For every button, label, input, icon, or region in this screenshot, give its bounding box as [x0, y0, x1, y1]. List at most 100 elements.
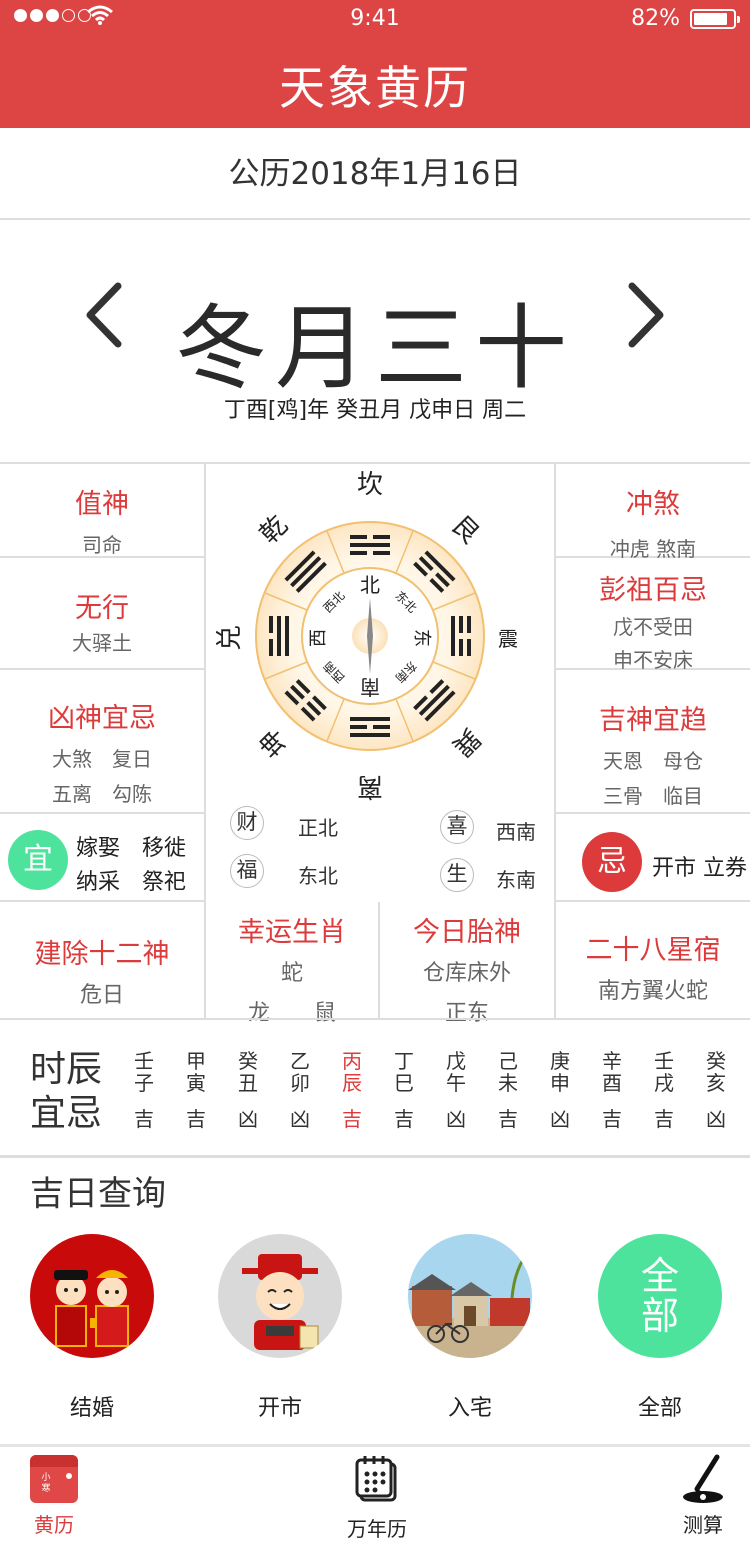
calendar-icon: 小寒	[30, 1455, 78, 1503]
zhishen-value: 司命	[82, 533, 122, 557]
shichen-section: 时辰 宜忌 壬子吉甲寅吉癸丑凶乙卯凶丙辰吉丁巳吉戊午凶己未吉庚申凶辛酉吉壬戌吉癸…	[0, 1018, 750, 1158]
jishen-cell[interactable]: 吉神宜趋 天恩 母仓 三骨 临目	[556, 670, 750, 814]
hour-luck: 吉	[342, 1107, 362, 1131]
hour-item[interactable]: 庚申凶	[540, 1050, 580, 1130]
hour-item[interactable]: 乙卯凶	[280, 1050, 320, 1130]
jiri-business-item[interactable]: 开市	[218, 1234, 342, 1422]
hour-item[interactable]: 丁巳吉	[384, 1050, 424, 1130]
hour-gan: 己	[498, 1049, 518, 1073]
hour-luck: 凶	[706, 1107, 726, 1131]
jishen-line1: 天恩 母仓	[603, 749, 703, 773]
hour-item[interactable]: 癸丑凶	[228, 1050, 268, 1130]
jianchu-title: 建除十二神	[34, 939, 170, 970]
wuxing-cell[interactable]: 无行 大驿土	[0, 558, 204, 670]
tab-wannianli[interactable]: 万年历	[340, 1447, 414, 1542]
hour-zhi: 戌	[654, 1071, 674, 1095]
signal-icon	[14, 9, 91, 22]
hour-item[interactable]: 戊午凶	[436, 1050, 476, 1130]
trigram-li: 离	[357, 772, 383, 802]
tab-wannianli-label: 万年历	[347, 1517, 407, 1541]
app-header: 9:41 82% 天象黄历	[0, 0, 750, 128]
shichen-title: 时辰 宜忌	[30, 1048, 102, 1136]
all-text-line2: 部	[640, 1294, 679, 1338]
jiri-wedding-item[interactable]: 结婚	[30, 1234, 154, 1422]
sheng-label: 生	[440, 858, 474, 892]
jiri-business-label: 开市	[257, 1396, 302, 1421]
trigram-kun: 坤	[253, 723, 293, 763]
taishen-title: 今日胎神	[413, 917, 521, 948]
tab-huangli[interactable]: 小寒 黄历	[28, 1447, 80, 1538]
hour-gan: 乙	[290, 1049, 310, 1073]
hour-gan: 壬	[654, 1049, 674, 1073]
dir-south: 南	[360, 675, 380, 698]
hour-luck: 吉	[134, 1107, 154, 1131]
wedding-couple-icon	[30, 1234, 154, 1358]
pengzu-title: 彭祖百忌	[599, 575, 707, 606]
tab-huangli-label: 黄历	[34, 1513, 74, 1537]
jiri-all-item[interactable]: 全 部 全部	[598, 1234, 722, 1422]
hour-item[interactable]: 壬戌吉	[644, 1050, 684, 1130]
hour-luck: 吉	[654, 1107, 674, 1131]
jiri-all-label: 全部	[637, 1396, 682, 1421]
yi-line1: 嫁娶 移徙	[76, 836, 187, 861]
xi-direction: 西南	[496, 820, 536, 844]
calendar-icon-text: 小寒	[41, 1473, 51, 1494]
jiri-movein-item[interactable]: 入宅	[408, 1234, 532, 1422]
hour-zhi: 辰	[342, 1071, 362, 1095]
hour-zhi: 子	[134, 1071, 154, 1095]
jianchu-cell[interactable]: 建除十二神 危日	[0, 902, 204, 1018]
hour-gan: 甲	[186, 1049, 206, 1073]
jiri-title: 吉日查询	[30, 1174, 166, 1214]
shengxiao-cell[interactable]: 幸运生肖 蛇 龙 鼠	[204, 902, 380, 1026]
shengxiao-line2: 龙 鼠	[247, 1001, 336, 1026]
hour-item[interactable]: 己未吉	[488, 1050, 528, 1130]
chongsha-title: 冲煞	[626, 489, 680, 520]
hour-zhi: 巳	[394, 1071, 414, 1095]
yi-cell[interactable]: 宜 嫁娶 移徙 纳采 祭祀	[0, 814, 204, 902]
bagua-compass-section: 坎 艮 震 巽 离 坤 兑 乾 北 东北 东 东南 南 西南 西 西北 财 正北…	[204, 464, 556, 902]
xiongshen-line2: 五离 勾陈	[52, 782, 152, 806]
wuxing-title: 无行	[75, 593, 129, 624]
taishen-cell[interactable]: 今日胎神 仓库床外 正东	[380, 902, 556, 1026]
zhishen-cell[interactable]: 值神 司命	[0, 464, 204, 558]
cai-label: 财	[230, 806, 264, 840]
hour-luck: 吉	[186, 1107, 206, 1131]
ji-cell[interactable]: 忌 开市 立券	[556, 814, 750, 902]
yi-badge: 宜	[8, 830, 68, 890]
ji-text: 开市 立券	[652, 856, 747, 881]
brush-ink-icon	[683, 1454, 723, 1503]
prev-day-button[interactable]	[80, 280, 130, 350]
status-bar: 9:41 82%	[0, 5, 750, 34]
trigram-kan: 坎	[357, 469, 383, 499]
sheng-direction: 东南	[496, 868, 536, 892]
dir-east: 东	[412, 629, 432, 647]
hour-item[interactable]: 辛酉吉	[592, 1050, 632, 1130]
bagua-compass[interactable]: 坎 艮 震 巽 离 坤 兑 乾 北 东北 东 东南 南 西南 西 西北	[206, 464, 554, 804]
shichen-title-line1: 时辰	[30, 1049, 103, 1090]
perpetual-calendar-icon	[355, 1456, 397, 1502]
all-text-line1: 全	[640, 1254, 679, 1298]
gregorian-date[interactable]: 公历2018年1月16日	[0, 128, 750, 220]
next-day-button[interactable]	[620, 280, 670, 350]
chongsha-value: 冲虎 煞南	[609, 537, 697, 561]
xingxiu-value: 南方翼火蛇	[597, 979, 708, 1004]
hour-item[interactable]: 丙辰吉	[332, 1050, 372, 1130]
hour-gan: 癸	[238, 1049, 258, 1073]
hour-item[interactable]: 壬子吉	[124, 1050, 164, 1130]
xiongshen-line1: 大煞 复日	[52, 747, 152, 771]
hour-gan: 癸	[706, 1049, 726, 1073]
tab-cesuan[interactable]: 测算	[676, 1447, 730, 1538]
cai-direction: 正北	[298, 816, 338, 840]
pengzu-cell[interactable]: 彭祖百忌 戊不受田 申不安床	[556, 558, 750, 672]
trigram-dui: 兑	[214, 625, 244, 651]
hour-luck: 吉	[498, 1107, 518, 1131]
hour-item[interactable]: 癸亥凶	[696, 1050, 736, 1130]
xingxiu-cell[interactable]: 二十八星宿 南方翼火蛇	[556, 902, 750, 1018]
jishen-line2: 三骨 临目	[603, 784, 703, 808]
xiongshen-cell[interactable]: 凶神宜忌 大煞 复日 五离 勾陈	[0, 670, 204, 814]
hour-luck: 吉	[602, 1107, 622, 1131]
hour-item[interactable]: 甲寅吉	[176, 1050, 216, 1130]
trigram-xun: 巽	[447, 723, 487, 763]
lunar-date: 冬月三十	[174, 295, 575, 402]
chongsha-cell[interactable]: 冲煞 冲虎 煞南	[556, 464, 750, 561]
